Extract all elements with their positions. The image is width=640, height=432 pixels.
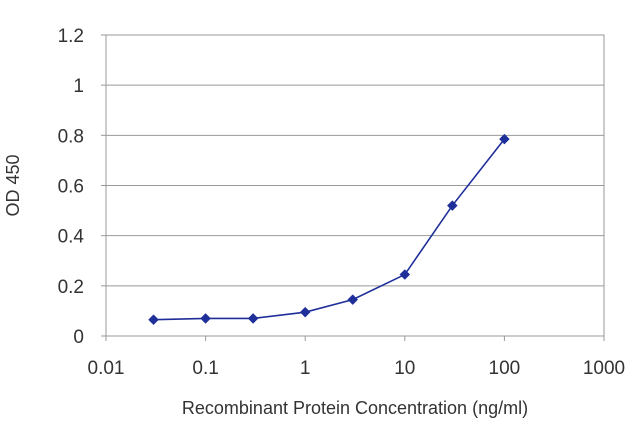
data-point-marker: [399, 269, 411, 280]
data-point-marker: [299, 306, 311, 318]
y-tick-label: 1.2: [58, 26, 84, 47]
data-point-marker: [347, 294, 359, 305]
x-axis-title: Recombinant Protein Concentration (ng/ml…: [182, 398, 528, 418]
y-tick-label: 0.4: [58, 227, 85, 248]
data-point-marker: [446, 200, 458, 211]
data-point-marker: [200, 313, 211, 324]
x-tick-label: 10: [394, 358, 415, 379]
data-point-marker: [148, 314, 159, 326]
data-point-marker: [247, 313, 259, 324]
y-axis-title: OD 450: [3, 154, 23, 216]
series-line: [153, 138, 506, 321]
x-tick-label: 1000: [583, 358, 625, 379]
y-tick-label: 0.8: [58, 126, 84, 147]
x-tick-label: 100: [489, 358, 521, 379]
y-tick-label: 0: [73, 327, 84, 348]
x-tick-label: 0.01: [88, 358, 125, 379]
y-tick-label: 1: [73, 76, 84, 97]
series-layer: [148, 133, 510, 326]
data-point-marker: [499, 133, 510, 145]
x-tick-label: 1: [300, 358, 311, 379]
y-tick-label: 0.2: [58, 277, 84, 298]
x-tick-label: 0.1: [192, 358, 218, 379]
y-tick-label: 0.6: [58, 177, 84, 198]
grid-layer: [106, 84, 604, 287]
axis-layer: 0 0.2 0.4 0.6 0.8 1 1.2 0.01 0.1 1 10 100 1000: [58, 26, 626, 379]
